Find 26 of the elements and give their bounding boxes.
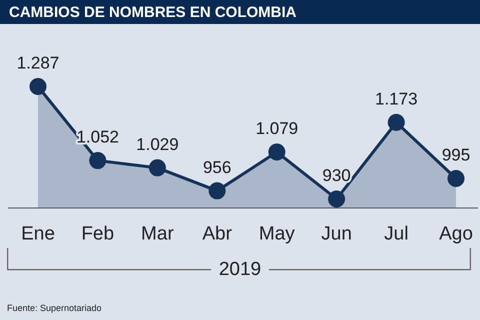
data-label: 1.029	[136, 134, 179, 154]
point	[89, 152, 106, 170]
chart-title: CAMBIOS DE NOMBRES EN COLOMBIA	[0, 0, 480, 24]
data-label: 930	[322, 166, 351, 185]
point	[388, 114, 405, 131]
point	[30, 78, 46, 95]
data-label: 1.173	[375, 89, 418, 108]
x-tick-label: Jun	[321, 223, 352, 244]
point	[448, 170, 464, 188]
point	[328, 190, 346, 208]
data-label: 1.079	[256, 119, 298, 138]
x-tick-label: Feb	[81, 223, 114, 244]
annotation: Fuente: Supernotariado	[7, 303, 102, 313]
x-tick-label: Ene	[21, 223, 55, 244]
point	[148, 159, 166, 176]
data-label: 1.287	[16, 54, 60, 72]
x-tick-label: Ago	[439, 223, 473, 244]
x-tick-label: Mar	[141, 223, 174, 244]
x-tick-label: May	[258, 223, 296, 244]
data-label: 995	[442, 146, 470, 165]
point	[268, 144, 286, 161]
x-tick-label: Jul	[384, 223, 408, 244]
x-axis-title: 2019	[210, 259, 270, 280]
point	[208, 182, 226, 200]
data-label: 956	[202, 158, 232, 177]
x-tick-label: Abr	[202, 223, 233, 244]
